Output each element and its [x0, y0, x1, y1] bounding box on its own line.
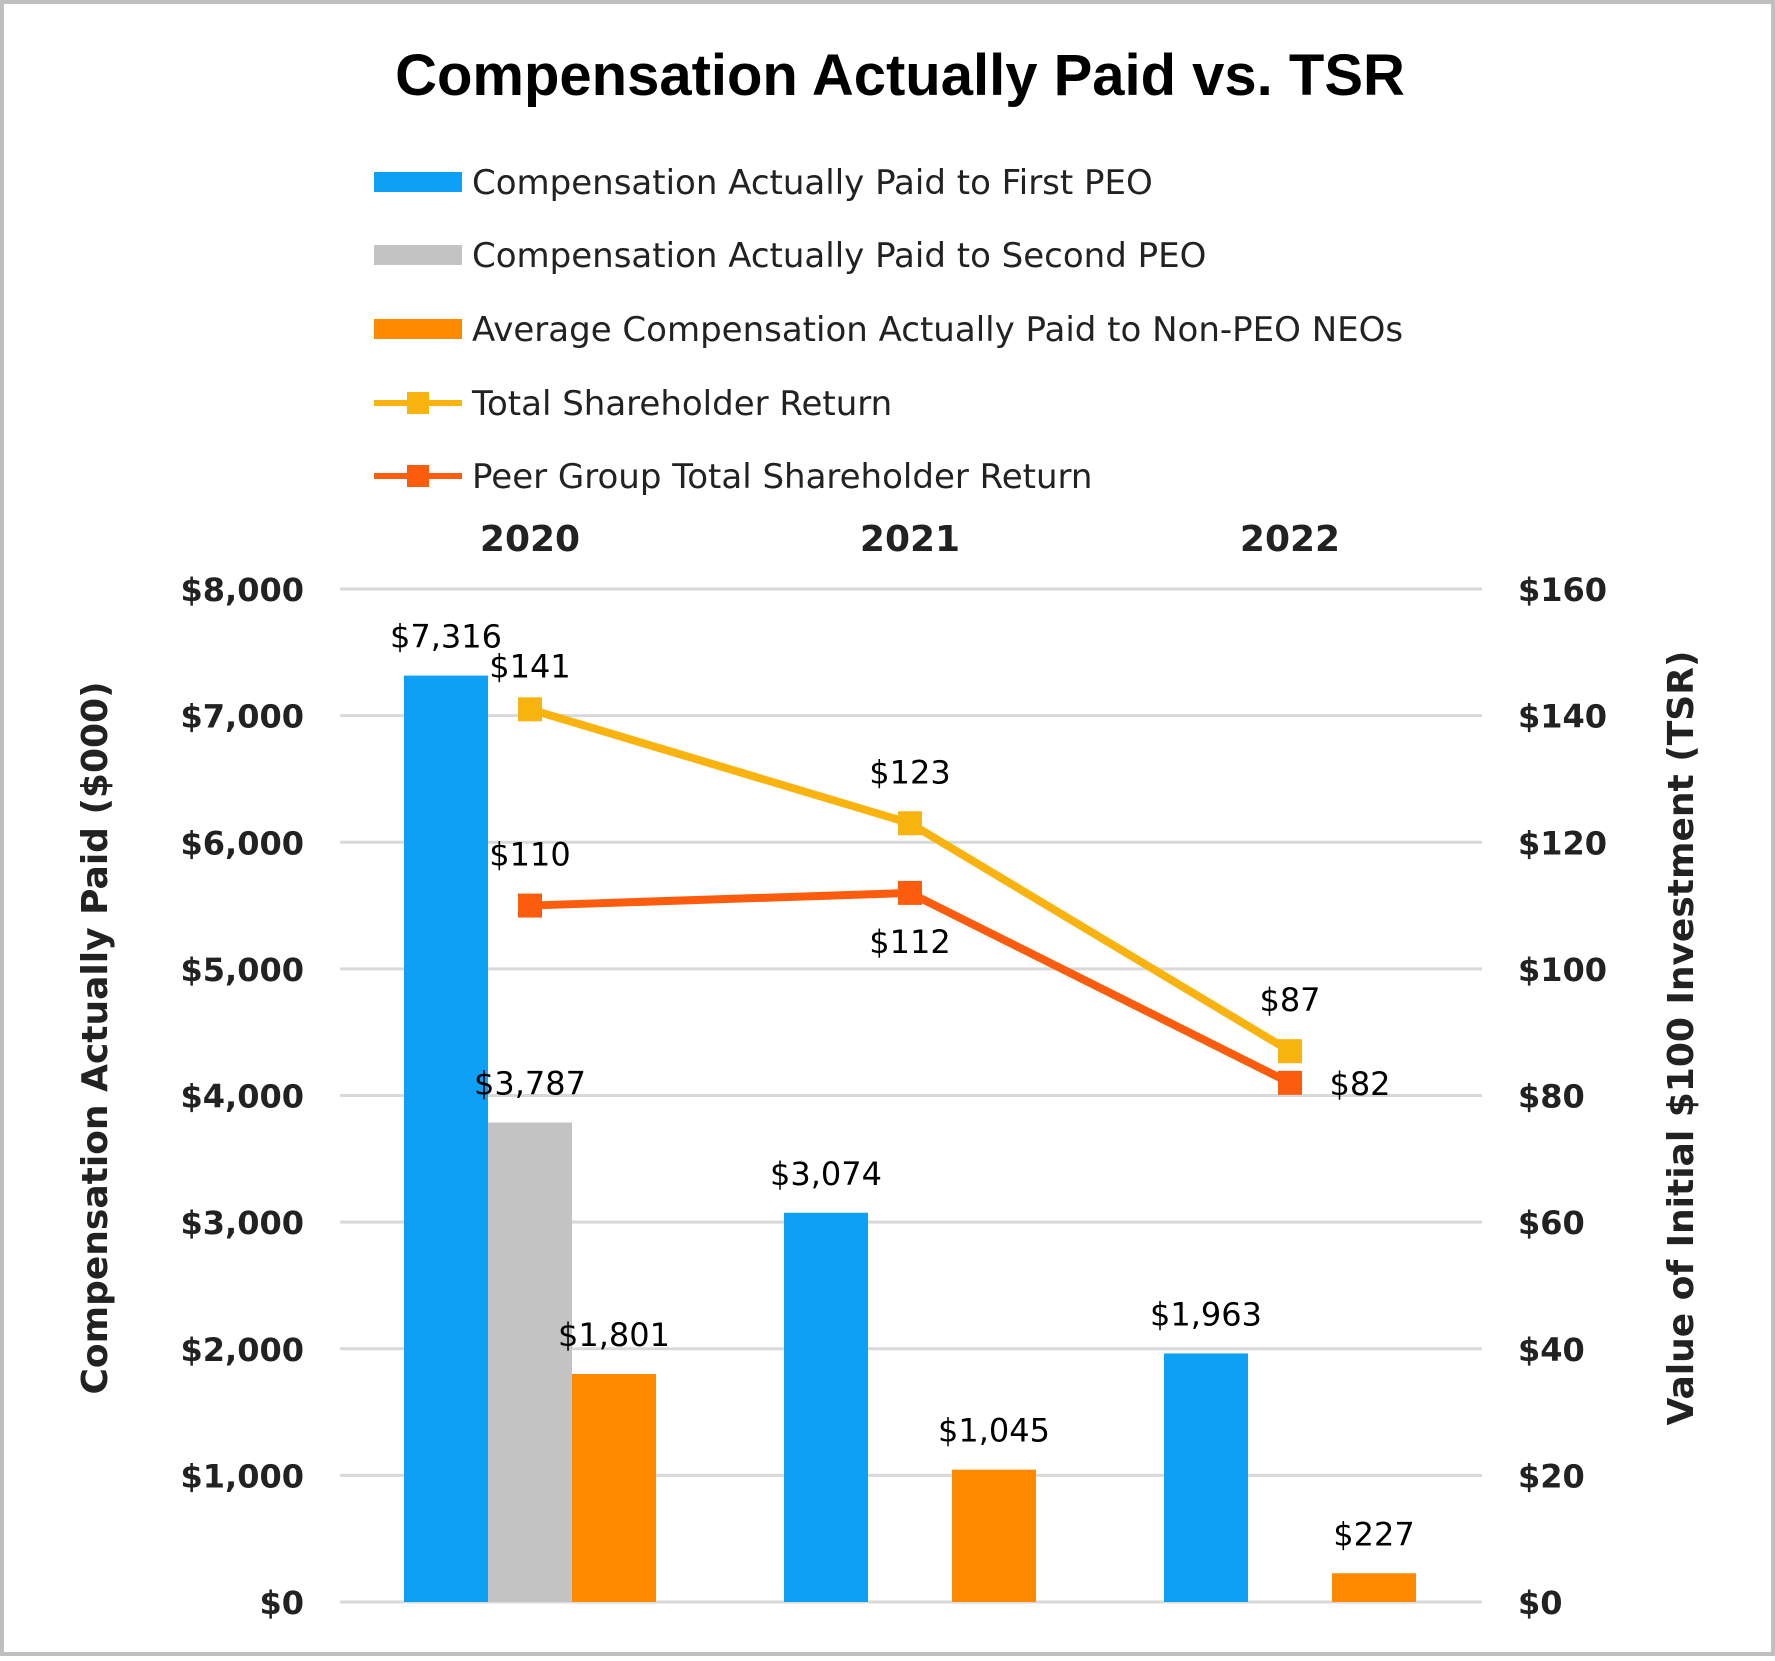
bars [404, 675, 1416, 1602]
y-tick-label: $7,000 [181, 698, 304, 736]
legend-label-peer-group-total-shareholder-return: Peer Group Total Shareholder Return [472, 457, 1092, 497]
legend-label-average-compensation-actually-paid-to-non-peo-neos: Average Compensation Actually Paid to No… [472, 310, 1403, 350]
legend-label-compensation-actually-paid-to-second-peo: Compensation Actually Paid to Second PEO [472, 236, 1206, 276]
bar-data-label: $1,045 [938, 1412, 1050, 1450]
x-category-label: 2020 [480, 519, 580, 560]
line-data-label: $110 [489, 836, 570, 874]
bar-data-label: $1,801 [558, 1316, 670, 1354]
line-data-label: $123 [869, 753, 950, 791]
legend-swatch-compensation-actually-paid-to-second-peo [374, 245, 462, 265]
bar-compensation-actually-paid-to-first-peo-2020 [404, 675, 488, 1602]
line-marker-peer-group-total-shareholder-return-2022 [1278, 1070, 1302, 1095]
line-data-label: $112 [869, 923, 950, 961]
y-tick-label: $0 [259, 1584, 304, 1622]
x-category-label: 2022 [1240, 519, 1340, 560]
legend: Compensation Actually Paid to First PEO C… [374, 163, 1403, 497]
y-tick-label: $4,000 [181, 1078, 304, 1116]
y2-tick-label: $40 [1518, 1331, 1585, 1369]
line-data-label: $87 [1259, 981, 1320, 1019]
legend-label-total-shareholder-return: Total Shareholder Return [471, 384, 892, 424]
bar-average-compensation-actually-paid-to-non-peo-neos-2022 [1332, 1573, 1416, 1602]
legend-swatch-compensation-actually-paid-to-first-peo [374, 172, 462, 192]
bar-data-label: $3,787 [474, 1064, 586, 1102]
y2-tick-label: $120 [1518, 824, 1607, 862]
y2-axis-title: Value of Initial $100 Investment (TSR) [1661, 651, 1702, 1426]
bar-data-label: $227 [1333, 1515, 1414, 1553]
bar-data-label: $7,316 [390, 618, 502, 656]
legend-label-compensation-actually-paid-to-first-peo: Compensation Actually Paid to First PEO [472, 163, 1153, 203]
bar-data-label: $1,963 [1150, 1295, 1262, 1333]
y2-tick-label: $20 [1518, 1457, 1585, 1495]
lines [518, 697, 1302, 1095]
gridlines [340, 587, 1482, 1604]
y-tick-label: $5,000 [181, 951, 304, 989]
x-category-label: 2021 [860, 519, 960, 560]
bar-compensation-actually-paid-to-first-peo-2021 [784, 1212, 868, 1602]
y2-tick-label: $0 [1518, 1584, 1563, 1622]
line-marker-total-shareholder-return-2020 [518, 697, 542, 722]
data-labels: $7,316 $3,074 $1,963 $3,787 $1,801 $1,045 $227… [390, 618, 1415, 1554]
y2-tick-label: $80 [1518, 1078, 1585, 1116]
bar-compensation-actually-paid-to-first-peo-2022 [1164, 1353, 1248, 1602]
y2-tick-label: $100 [1518, 951, 1607, 989]
y-tick-label: $8,000 [181, 571, 304, 609]
y-tick-label: $3,000 [181, 1204, 304, 1242]
y2-tick-label: $140 [1518, 698, 1607, 736]
line-marker-total-shareholder-return-2022 [1278, 1039, 1302, 1064]
y2-tick-label: $60 [1518, 1204, 1585, 1242]
y2-tick-label: $160 [1518, 571, 1607, 609]
chart-title: Compensation Actually Paid vs. TSR [395, 43, 1405, 108]
legend-marker-total-shareholder-return [407, 392, 429, 414]
bar-data-label: $3,074 [770, 1155, 882, 1193]
line-data-label: $82 [1329, 1065, 1390, 1103]
line-marker-peer-group-total-shareholder-return-2021 [898, 880, 922, 905]
y-tick-label: $6,000 [181, 824, 304, 862]
line-marker-peer-group-total-shareholder-return-2020 [518, 893, 542, 918]
legend-marker-peer-group-total-shareholder-return [407, 465, 429, 487]
line-marker-total-shareholder-return-2021 [898, 811, 922, 836]
y-tick-label: $2,000 [181, 1331, 304, 1369]
y-axis-title: Compensation Actually Paid ($000) [75, 681, 116, 1394]
legend-swatch-average-compensation-actually-paid-to-non-peo-neos [374, 319, 462, 339]
line-data-label: $141 [489, 647, 570, 685]
bar-average-compensation-actually-paid-to-non-peo-neos-2020 [572, 1373, 656, 1602]
y-tick-label: $1,000 [181, 1457, 304, 1495]
bar-average-compensation-actually-paid-to-non-peo-neos-2021 [952, 1469, 1036, 1602]
bar-compensation-actually-paid-to-second-peo-2020 [488, 1122, 572, 1602]
axes: $0 $1,000 $2,000 $3,000 $4,000 $5,000 $6,000 $7… [75, 519, 1702, 1622]
